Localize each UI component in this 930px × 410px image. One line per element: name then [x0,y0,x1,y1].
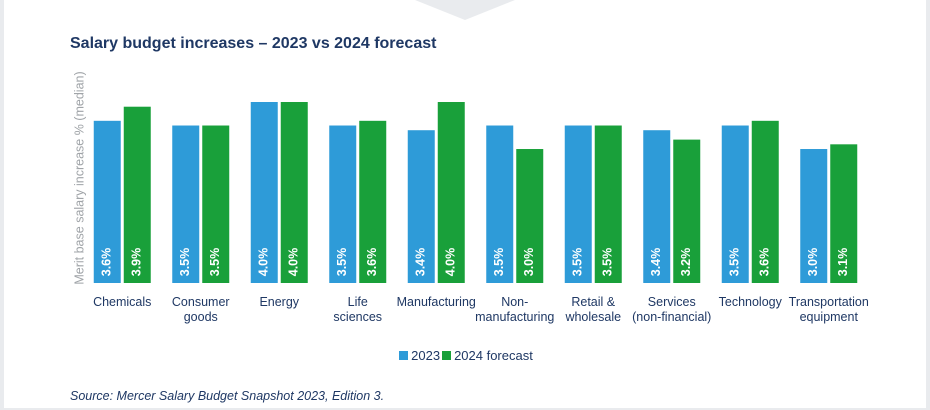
bar [123,106,151,283]
source-note: Source: Mercer Salary Budget Snapshot 20… [70,389,385,403]
value-label: 3.5% [335,248,349,277]
value-label: 4.0% [257,248,271,277]
value-label: 4.0% [444,248,458,277]
value-label: 3.4% [414,248,428,277]
bar [486,125,514,283]
value-label: 3.2% [679,248,693,277]
bar [280,102,308,284]
bar [643,130,671,283]
bar [172,125,200,283]
value-label: 3.5% [178,248,192,277]
value-label: 3.5% [571,248,585,277]
value-label: 3.5% [728,248,742,277]
legend-swatch [442,351,452,360]
x-tick-label: Consumer goods [171,295,230,324]
bar [437,102,465,284]
value-label: 3.6% [758,248,772,277]
legend-label: 2023 [411,348,441,363]
legend-label: 2024 forecast [454,348,533,363]
value-label: 3.5% [208,248,222,277]
chart-title: Salary budget increases – 2023 vs 2024 f… [70,35,437,52]
value-label: 3.1% [836,248,850,277]
bar [751,120,779,283]
bar [721,125,749,283]
value-label: 3.6% [100,248,114,277]
x-tick-label: Services (non-financial) [632,295,712,324]
x-tick-label: Chemicals [93,295,152,309]
legend: 2023 2024 forecast [0,348,930,363]
x-tick-label: Transportation equipment [788,295,869,324]
bar [93,120,121,283]
x-tick-label: Retail & wholesale [565,295,622,324]
x-tick-label: Non- manufacturing [475,295,555,324]
bar [830,144,858,283]
bar [516,149,544,283]
value-label: 3.0% [806,248,820,277]
y-axis-label: Merit base salary increase % (median) [72,71,86,284]
bar [329,125,357,283]
x-tick-label: Life sciences [333,295,383,324]
value-label: 3.4% [649,248,663,277]
bar [202,125,230,283]
legend-swatch [399,351,409,360]
bar [359,120,387,283]
bar [407,130,435,283]
notch [415,0,515,20]
x-tick-label: Energy [259,295,300,309]
value-label: 3.5% [601,248,615,277]
value-label: 4.0% [287,248,301,277]
value-label: 3.0% [522,248,536,277]
bar [800,149,828,283]
bar [564,125,592,283]
bar [673,139,701,283]
value-label: 3.9% [130,248,144,277]
value-label: 3.5% [492,248,506,277]
x-tick-label: Technology [718,295,782,309]
bar [250,102,278,284]
x-tick-label: Manufacturing [396,295,476,309]
bar [594,125,622,283]
value-label: 3.6% [365,248,379,277]
